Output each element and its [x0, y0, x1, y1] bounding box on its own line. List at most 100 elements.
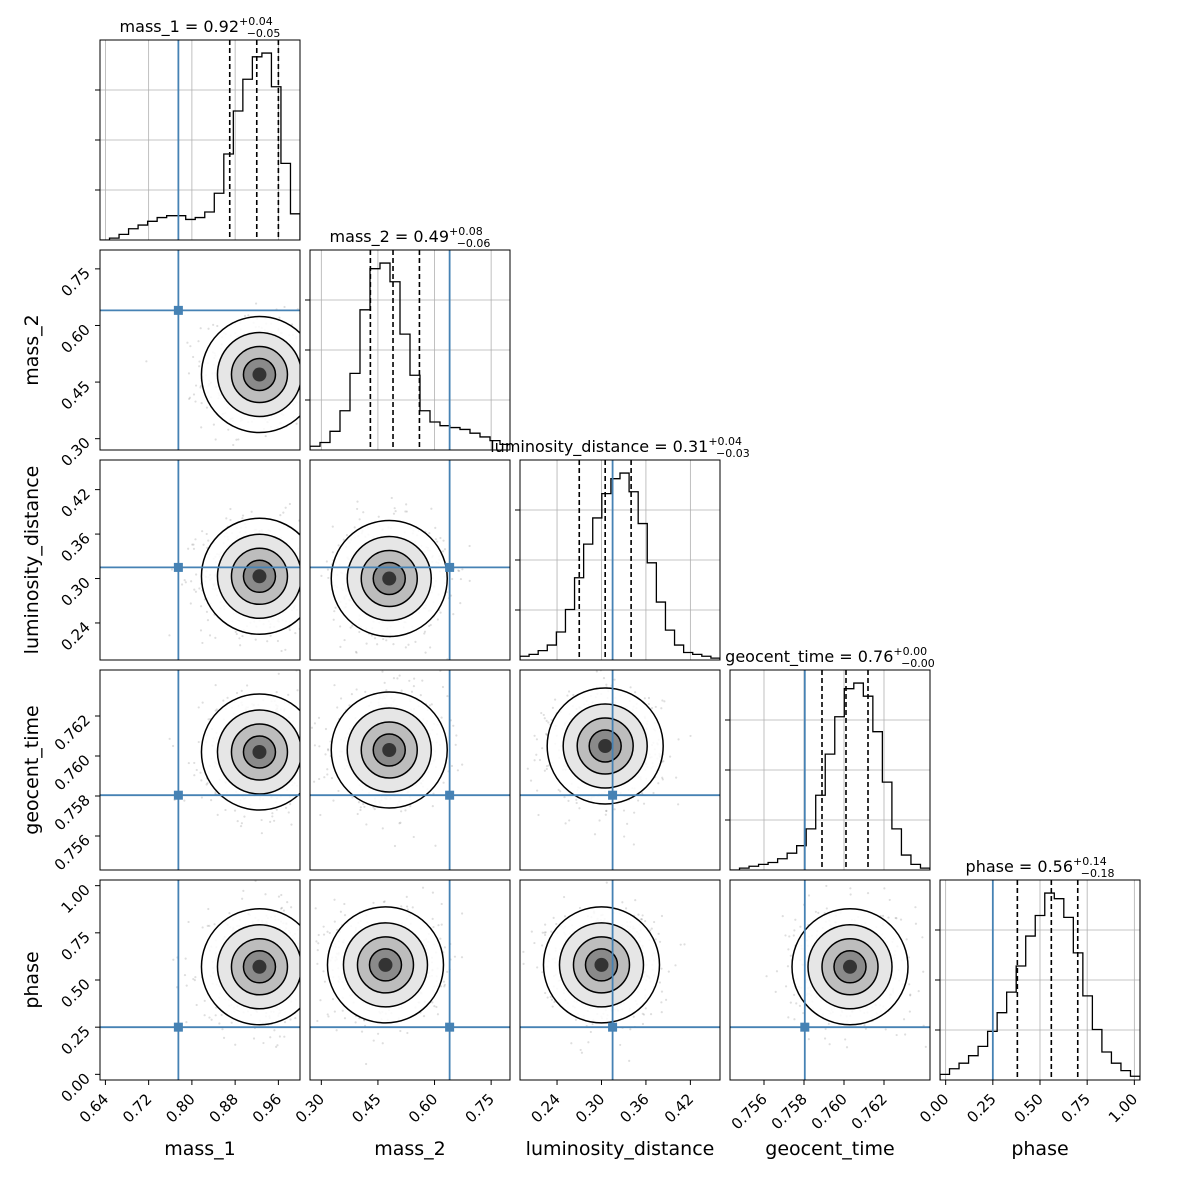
sample-point	[271, 812, 274, 815]
sample-point	[575, 798, 578, 801]
sample-point	[314, 717, 316, 719]
sample-point	[327, 576, 330, 580]
sample-point	[194, 538, 197, 541]
sample-point	[363, 805, 366, 808]
histogram-luminosity_distance	[520, 472, 720, 660]
sample-point	[595, 670, 598, 673]
sample-point	[312, 780, 316, 783]
sample-point	[547, 721, 550, 724]
sample-point	[186, 341, 189, 344]
sample-point	[241, 897, 244, 900]
sample-point	[303, 340, 305, 342]
sample-point	[613, 678, 616, 681]
sample-point	[398, 822, 401, 825]
sample-point	[305, 584, 307, 586]
sample-point	[192, 393, 196, 396]
sample-point	[273, 819, 276, 822]
sample-point	[279, 514, 282, 517]
sample-point	[246, 684, 249, 687]
sample-point	[317, 737, 319, 739]
sample-point	[295, 422, 298, 425]
sample-point	[436, 618, 439, 621]
sample-point	[442, 539, 445, 542]
sample-point	[647, 696, 651, 700]
sample-point	[325, 560, 328, 563]
sample-point	[393, 507, 396, 510]
density-contour-4	[598, 739, 613, 753]
panel-frame	[99, 459, 301, 661]
sample-point	[310, 575, 312, 577]
sample-point	[301, 956, 303, 958]
sample-point	[421, 679, 424, 682]
sample-point	[264, 893, 267, 896]
sample-point	[575, 801, 578, 805]
x-tick-label: 0.96	[249, 1090, 285, 1126]
sample-point	[185, 1021, 188, 1024]
sample-point	[187, 372, 191, 375]
sample-point	[572, 693, 575, 697]
sample-point	[303, 1049, 305, 1051]
y-tick-label: 0.760	[51, 751, 94, 794]
sample-point	[321, 593, 323, 595]
sample-point	[318, 745, 321, 748]
sample-point	[304, 559, 306, 561]
y-tick-label: 0.24	[57, 618, 93, 654]
sample-point	[301, 944, 303, 946]
histogram-geocent_time	[730, 682, 930, 870]
sample-point	[207, 539, 210, 542]
sample-point	[206, 924, 209, 928]
sample-point	[243, 314, 247, 318]
sample-point	[660, 707, 663, 710]
sample-point	[331, 551, 334, 554]
sample-point	[220, 1013, 223, 1017]
sample-point	[540, 711, 543, 715]
sample-point	[605, 809, 608, 813]
sample-point	[312, 985, 314, 987]
truth-marker	[173, 790, 183, 800]
sample-point	[320, 770, 322, 772]
sample-point	[390, 496, 393, 500]
sample-point	[360, 690, 362, 692]
sample-point	[304, 584, 306, 586]
sample-point	[454, 743, 457, 746]
sample-point	[260, 832, 263, 835]
sample-point	[192, 355, 195, 359]
sample-point	[187, 397, 191, 400]
sample-point	[168, 737, 171, 740]
sample-point	[305, 629, 307, 631]
sample-point	[193, 761, 196, 765]
sample-point	[304, 779, 306, 781]
sample-point	[613, 808, 616, 811]
sample-point	[193, 979, 196, 982]
sample-point	[318, 938, 320, 940]
sample-point	[305, 737, 307, 739]
sample-point	[405, 503, 408, 506]
sample-point	[212, 323, 215, 326]
sample-point	[330, 1004, 332, 1006]
sample-point	[319, 813, 322, 817]
sample-point	[332, 618, 335, 621]
sample-point	[408, 679, 411, 682]
sample-point	[185, 984, 188, 987]
sample-point	[428, 624, 431, 628]
sample-point	[605, 683, 608, 686]
sample-point	[332, 799, 335, 802]
hist-panel-geocent_time: geocent_time = 0.76+0.00 −0.00	[725, 645, 935, 871]
sample-point	[305, 714, 307, 716]
sample-point	[677, 738, 680, 741]
sample-point	[452, 724, 455, 727]
sample-point	[202, 543, 205, 546]
sample-point	[233, 809, 237, 812]
scatter-panel-geocent_time-vs-luminosity_distance	[519, 669, 721, 871]
sample-point	[284, 506, 287, 509]
sample-point	[183, 973, 187, 977]
sample-point	[302, 697, 304, 699]
sample-point	[213, 923, 216, 926]
sample-point	[328, 931, 331, 935]
sample-point	[234, 1043, 237, 1046]
sample-point	[207, 718, 210, 721]
x-tick-label: 0.80	[162, 1090, 198, 1126]
sample-point	[650, 707, 654, 710]
sample-point	[353, 526, 356, 529]
sample-point	[545, 719, 548, 722]
